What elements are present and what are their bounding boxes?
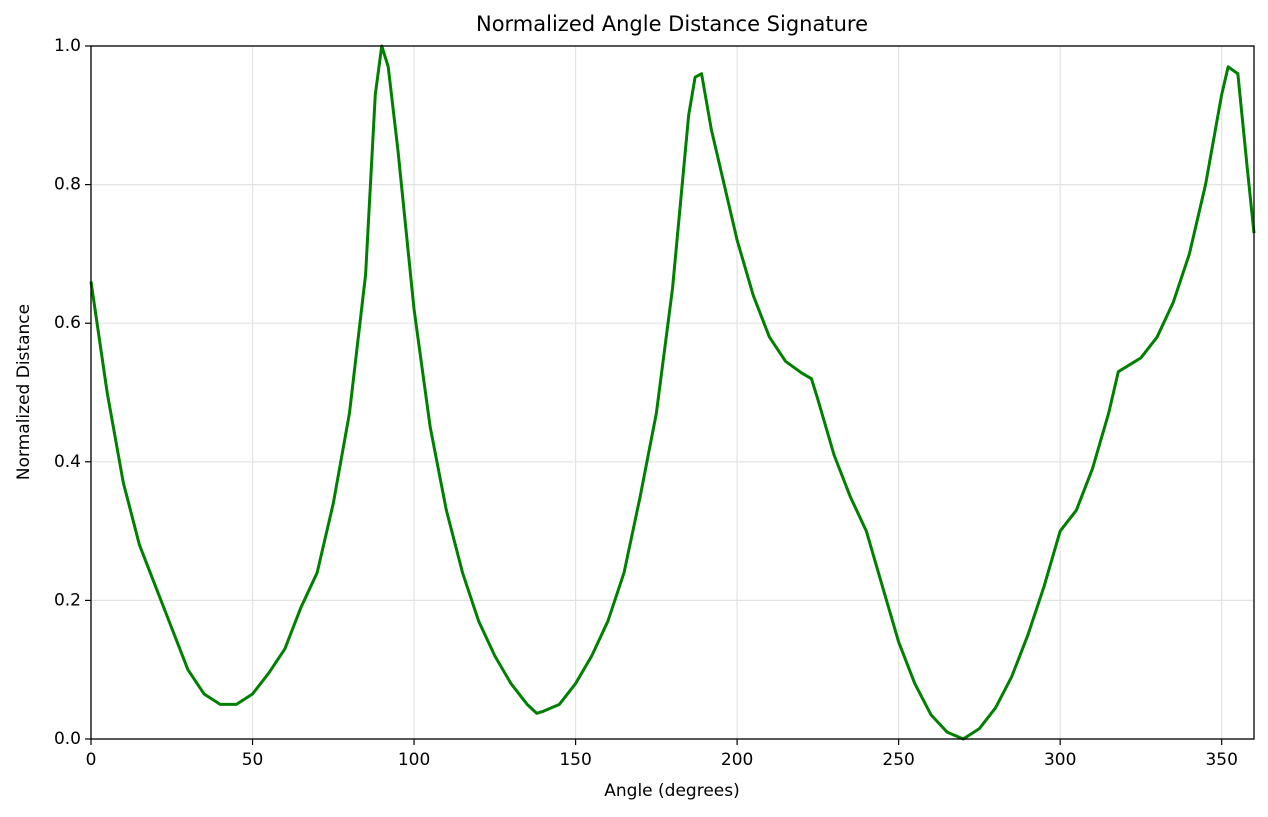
y-tick-label: 0.6 — [54, 313, 81, 333]
x-axis-label: Angle (degrees) — [604, 781, 739, 801]
y-axis-label: Normalized Distance — [14, 304, 34, 480]
y-tick-label: 0.0 — [54, 729, 81, 749]
y-tick-label: 0.2 — [54, 590, 81, 610]
x-tick-label: 0 — [86, 750, 97, 770]
data-line — [89, 44, 1256, 741]
plot-frame — [90, 45, 1255, 740]
x-tick-label: 50 — [242, 750, 264, 770]
y-tick-label: 0.4 — [54, 452, 81, 472]
chart-title: Normalized Angle Distance Signature — [476, 12, 868, 36]
y-tick-label: 0.8 — [54, 175, 81, 195]
y-tick-label: 1.0 — [54, 36, 81, 56]
x-tick-label: 100 — [398, 750, 430, 770]
x-tick-label: 250 — [882, 750, 914, 770]
x-tick-label: 150 — [559, 750, 591, 770]
x-tick-label: 300 — [1044, 750, 1076, 770]
x-tick-label: 350 — [1205, 750, 1237, 770]
x-tick-label: 200 — [721, 750, 753, 770]
